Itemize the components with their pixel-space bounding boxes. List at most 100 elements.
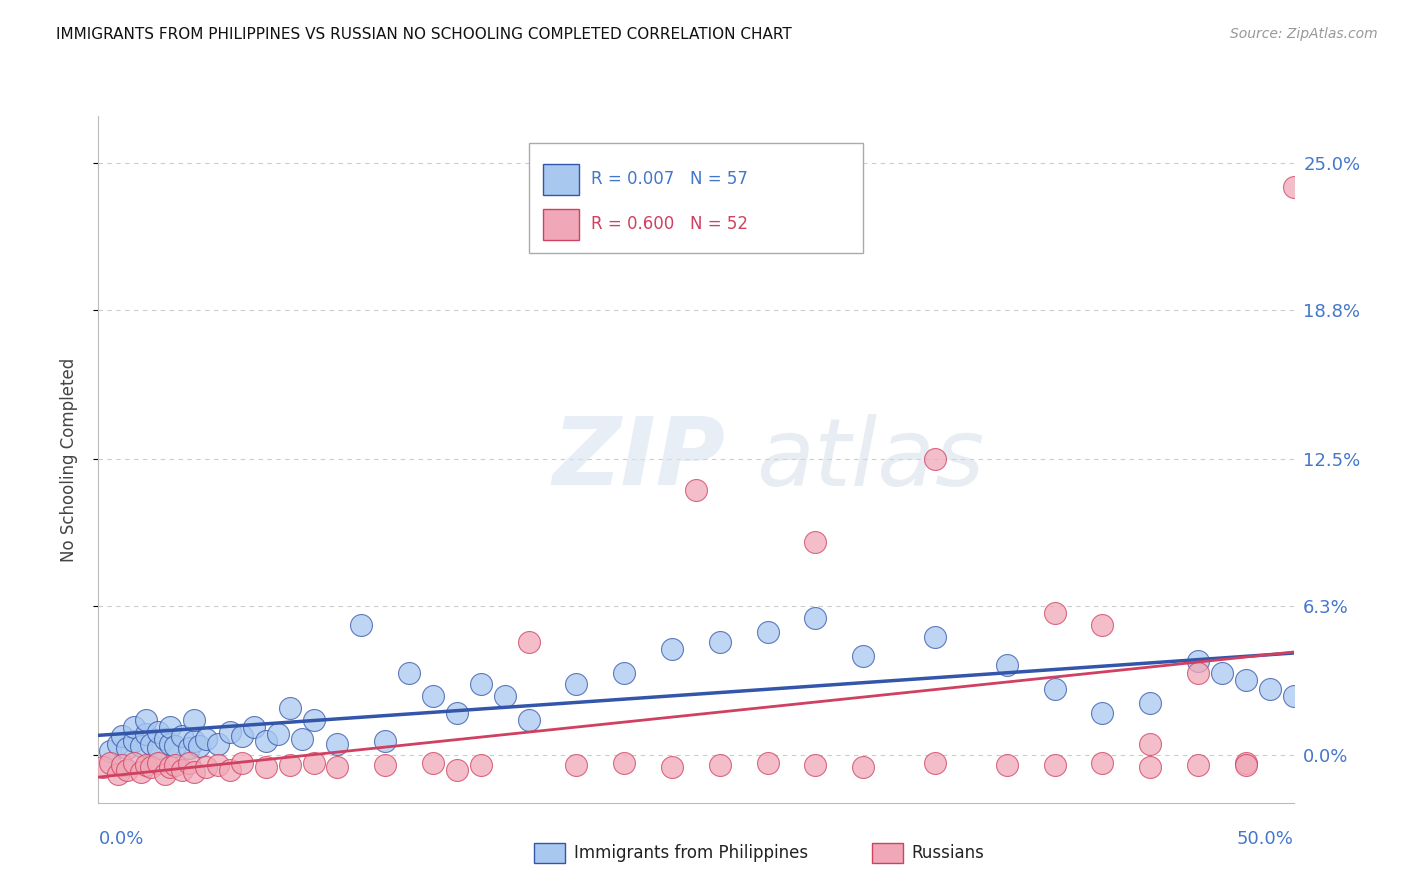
Point <box>155 767 177 781</box>
Point <box>219 724 242 739</box>
Point <box>163 758 186 772</box>
Point <box>517 634 540 648</box>
Point <box>1187 758 1209 772</box>
Point <box>254 734 277 748</box>
Point <box>183 734 205 748</box>
Text: Immigrants from Philippines: Immigrants from Philippines <box>574 844 808 862</box>
Y-axis label: No Schooling Completed: No Schooling Completed <box>59 358 77 561</box>
Point <box>422 756 444 770</box>
Point <box>995 758 1018 772</box>
Bar <box>543 209 579 240</box>
Point <box>709 634 731 648</box>
Point <box>1234 758 1257 772</box>
Point <box>183 764 205 779</box>
Point <box>852 760 875 774</box>
Point <box>1091 756 1114 770</box>
Point <box>124 720 146 734</box>
Point <box>159 760 181 774</box>
Point <box>148 724 170 739</box>
Point <box>1187 654 1209 668</box>
Point <box>243 720 266 734</box>
Point <box>91 760 114 774</box>
Text: 50.0%: 50.0% <box>1237 830 1294 848</box>
Point <box>613 665 636 680</box>
Bar <box>543 164 579 195</box>
Point <box>107 767 129 781</box>
Point <box>804 611 827 625</box>
Point <box>613 756 636 770</box>
Point <box>207 737 229 751</box>
Point <box>107 737 129 751</box>
Text: Source: ZipAtlas.com: Source: ZipAtlas.com <box>1230 27 1378 41</box>
Point <box>326 737 349 751</box>
Point <box>124 756 146 770</box>
Point <box>179 741 201 756</box>
Point <box>565 758 588 772</box>
Point <box>1043 607 1066 621</box>
Point <box>115 763 138 777</box>
Point <box>254 760 277 774</box>
Point <box>470 758 492 772</box>
Point <box>278 758 301 772</box>
Point <box>135 713 157 727</box>
Point <box>756 625 779 640</box>
Point <box>231 756 253 770</box>
Point <box>207 758 229 772</box>
Point <box>148 756 170 770</box>
Text: R = 0.007   N = 57: R = 0.007 N = 57 <box>591 170 748 188</box>
Point <box>124 734 146 748</box>
Point <box>852 648 875 663</box>
Point <box>139 760 162 774</box>
Point <box>98 744 122 758</box>
Point <box>159 737 181 751</box>
Point <box>1234 756 1257 770</box>
Text: IMMIGRANTS FROM PHILIPPINES VS RUSSIAN NO SCHOOLING COMPLETED CORRELATION CHART: IMMIGRANTS FROM PHILIPPINES VS RUSSIAN N… <box>56 27 792 42</box>
Point <box>1282 690 1305 704</box>
Point <box>148 741 170 756</box>
Point <box>302 756 325 770</box>
Point <box>326 760 349 774</box>
Point <box>924 452 946 467</box>
Point <box>1043 682 1066 697</box>
Point <box>1043 758 1066 772</box>
Point <box>756 756 779 770</box>
Text: ZIP: ZIP <box>553 413 725 506</box>
Point <box>111 730 134 744</box>
Point <box>804 758 827 772</box>
Point <box>139 737 162 751</box>
Point <box>517 713 540 727</box>
Point <box>183 713 205 727</box>
Point <box>1258 682 1281 697</box>
Point <box>398 665 420 680</box>
Point <box>98 756 122 770</box>
Point <box>163 739 186 753</box>
Point <box>494 690 516 704</box>
Point <box>187 739 209 753</box>
Point <box>924 756 946 770</box>
Point <box>267 727 290 741</box>
Point <box>685 483 707 498</box>
Point <box>172 763 194 777</box>
Text: R = 0.600   N = 52: R = 0.600 N = 52 <box>591 215 748 233</box>
Point <box>115 741 138 756</box>
Point <box>302 713 325 727</box>
Point <box>231 730 253 744</box>
Point <box>172 730 194 744</box>
Point <box>131 739 153 753</box>
Point <box>661 641 683 656</box>
Point <box>446 706 468 720</box>
Point <box>924 630 946 644</box>
Point <box>446 763 468 777</box>
Text: Russians: Russians <box>911 844 984 862</box>
Point <box>422 690 444 704</box>
Point <box>155 731 177 746</box>
Point <box>374 758 396 772</box>
Point <box>1234 673 1257 687</box>
Point <box>135 727 157 741</box>
Point <box>661 760 683 774</box>
Point <box>350 618 373 632</box>
Point <box>1139 737 1161 751</box>
Point <box>278 701 301 715</box>
Point <box>1282 180 1305 194</box>
Point <box>179 756 201 770</box>
